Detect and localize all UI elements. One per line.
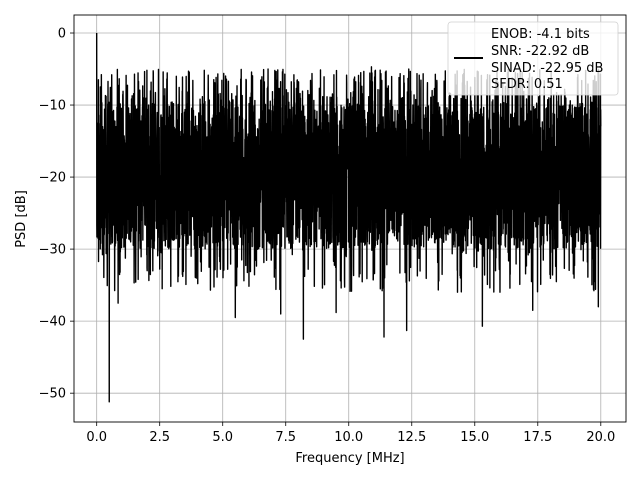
legend: ENOB: -4.1 bits SNR: -22.92 dB SINAD: -2… [447,21,619,96]
y-axis-label: PSD [dB] [14,190,29,248]
x-tick-label: 5.0 [212,430,233,445]
x-axis-ticks: 0.0 2.5 5.0 7.5 10.0 12.5 15.0 17.5 20.0 [86,422,615,445]
legend-sfdr: SFDR: 0.51 [491,77,563,92]
legend-snr: SNR: -22.92 dB [491,44,589,59]
y-tick-label: −20 [39,171,66,186]
y-tick-label: 0 [58,27,66,42]
x-tick-label: 2.5 [149,430,170,445]
series-psd [95,33,602,403]
legend-enob: ENOB: -4.1 bits [491,27,590,42]
x-tick-label: 17.5 [523,430,552,445]
x-axis-label: Frequency [MHz] [295,451,404,466]
legend-box [447,21,619,96]
y-axis-ticks: 0 −10 −20 −30 −40 −50 [39,27,74,402]
x-tick-label: 12.5 [397,430,426,445]
y-tick-label: −10 [39,99,66,114]
x-tick-label: 7.5 [275,430,296,445]
x-tick-label: 20.0 [586,430,615,445]
x-tick-label: 10.0 [334,430,363,445]
y-tick-label: −30 [39,243,66,258]
psd-line [95,33,602,403]
x-tick-label: 0.0 [86,430,107,445]
axes-frame [73,14,627,423]
x-tick-label: 15.0 [460,430,489,445]
y-tick-label: −40 [39,315,66,330]
legend-sinad: SINAD: -22.95 dB [491,61,603,76]
y-tick-label: −50 [39,387,66,402]
